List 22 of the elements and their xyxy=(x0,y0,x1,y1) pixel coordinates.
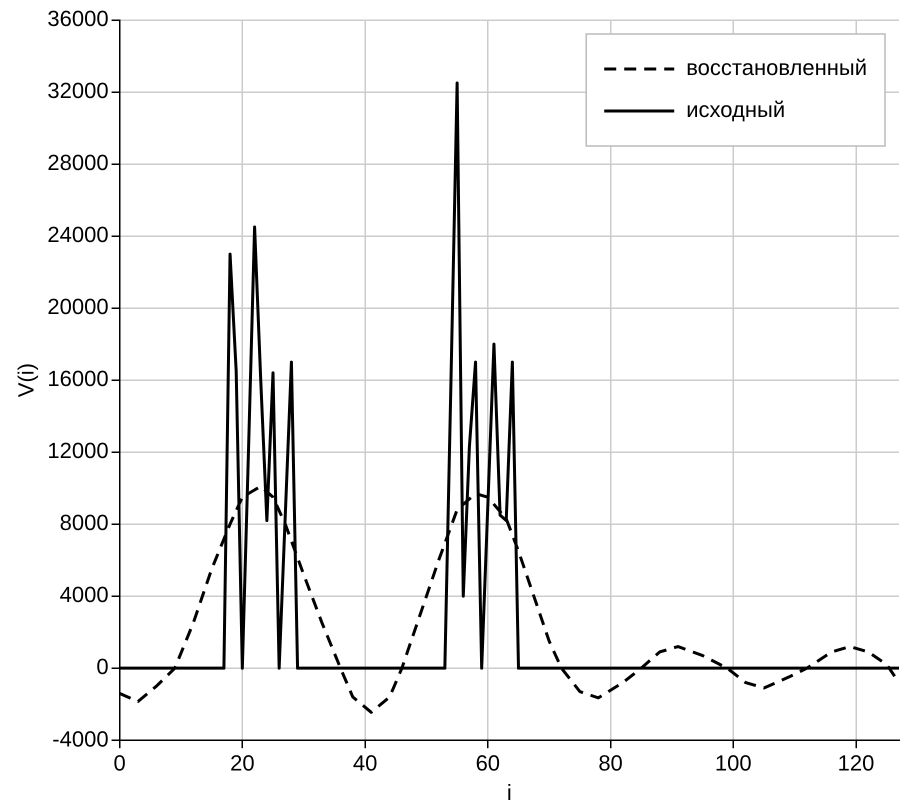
x-axis-title: i xyxy=(506,780,512,805)
x-tick-label: 40 xyxy=(352,750,378,776)
y-tick-label: 24000 xyxy=(47,222,109,248)
legend-label: восстановленный xyxy=(686,55,867,80)
y-tick-label: 12000 xyxy=(47,438,109,464)
y-tick-label: 8000 xyxy=(60,510,109,536)
x-tick-label: 120 xyxy=(838,750,874,776)
y-tick-label: 16000 xyxy=(47,366,109,392)
y-tick-label: -4000 xyxy=(52,726,109,752)
x-tick-label: 60 xyxy=(476,750,500,776)
y-tick-label: 36000 xyxy=(47,6,109,32)
x-tick-label: 100 xyxy=(714,750,752,776)
legend-label: исходный xyxy=(686,97,786,122)
y-tick-label: 4000 xyxy=(60,582,109,608)
y-tick-label: 28000 xyxy=(47,150,109,176)
x-tick-label: 20 xyxy=(230,750,255,776)
y-axis-title: V(i) xyxy=(13,362,38,398)
x-tick-label: 80 xyxy=(598,750,623,776)
x-tick-label: 0 xyxy=(113,750,126,776)
y-tick-label: 20000 xyxy=(47,294,109,320)
y-tick-label: 32000 xyxy=(47,78,109,104)
y-tick-label: 0 xyxy=(96,654,109,680)
